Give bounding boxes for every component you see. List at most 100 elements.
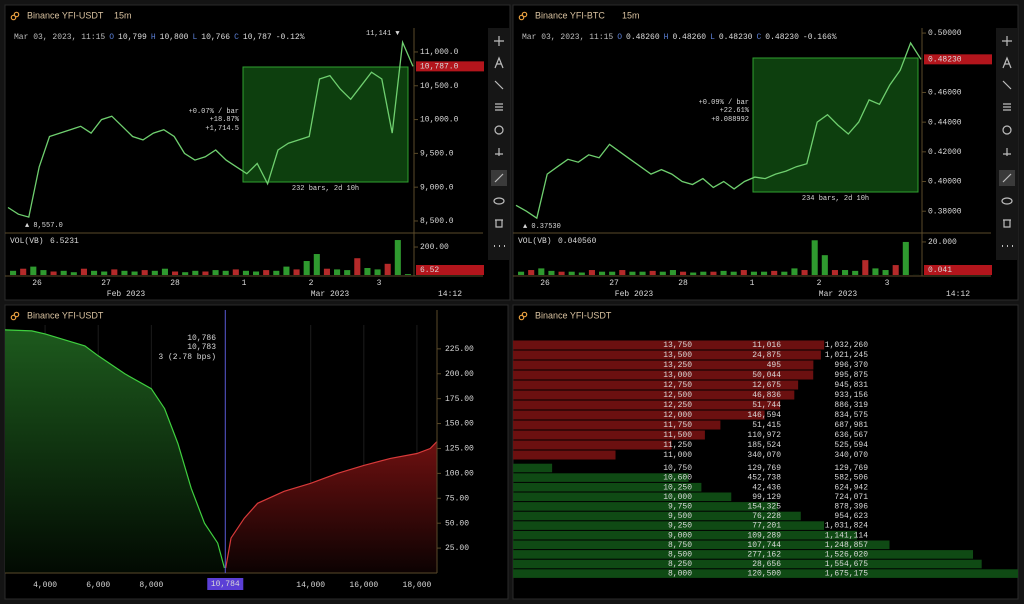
book-price: 8,750 (668, 541, 692, 550)
volume-bar (862, 260, 869, 275)
link-icon (518, 314, 525, 321)
volume-bar (649, 270, 656, 275)
book-size: 76,228 (752, 512, 781, 521)
volume-bar (680, 271, 687, 275)
pen-tool[interactable] (494, 173, 504, 183)
text-tool[interactable] (1002, 56, 1012, 69)
book-size: 24,875 (752, 351, 781, 360)
book-size: 129,769 (747, 464, 781, 473)
shape-tool[interactable] (494, 125, 504, 135)
book-price: 12,500 (663, 391, 692, 400)
volume-bar (283, 266, 290, 275)
visibility-tool[interactable] (1001, 197, 1013, 205)
last-volume-label: 6.52 (420, 266, 439, 275)
measure-change-pct: +22.61% (720, 107, 750, 115)
bids-depth-bar (513, 502, 778, 511)
last-volume-box (416, 265, 484, 275)
book-price: 12,250 (663, 401, 692, 410)
volume-bar (131, 271, 138, 275)
link-icon (10, 314, 17, 321)
price-tick-label: 10,000.0 (420, 116, 459, 125)
trend-tool[interactable] (1002, 80, 1012, 90)
book-total: 636,567 (834, 431, 868, 440)
delete-tool[interactable] (495, 219, 503, 228)
measure-tool[interactable] (1003, 148, 1011, 156)
volume-bar (842, 270, 849, 275)
time-label: 1 (242, 279, 247, 288)
book-price: 11,000 (663, 451, 692, 460)
shape-tool[interactable] (1002, 125, 1012, 135)
volume-label: VOL(VB) (518, 237, 552, 246)
volume-bar (588, 270, 595, 275)
volume-bar (222, 270, 229, 275)
price-tick-label: 0.44000 (928, 118, 962, 127)
measure-per-bar: +0.09% / bar (699, 99, 749, 107)
book-price: 8,250 (668, 560, 692, 569)
book-price: 13,750 (663, 341, 692, 350)
volume-bar (690, 272, 697, 275)
last-price-box (416, 61, 484, 72)
volume-bar (151, 270, 158, 275)
volume-bar (70, 272, 77, 275)
y-tick-label: 225.00 (445, 345, 474, 354)
book-total: 933,156 (834, 391, 868, 400)
book-total: 724,071 (834, 493, 868, 502)
fib-tool[interactable] (1003, 103, 1011, 111)
book-total: 945,831 (834, 381, 868, 390)
asks-depth-bar (513, 380, 799, 390)
book-price: 9,750 (668, 503, 692, 512)
volume-tick-label: 20.000 (928, 238, 957, 247)
last-price-label: 10,787.0 (420, 62, 459, 71)
y-tick-label: 175.00 (445, 395, 474, 404)
asks-depth-bar (513, 390, 795, 400)
book-price: 9,250 (668, 522, 692, 531)
time-label: 2 (817, 279, 822, 288)
delete-tool[interactable] (1003, 219, 1011, 228)
fib-tool[interactable] (495, 103, 503, 111)
book-total: 582,506 (834, 474, 868, 483)
measure-tool[interactable] (495, 148, 503, 156)
measure-bars: 234 bars, 2d 10h (802, 195, 869, 203)
asks-depth-bar (513, 340, 825, 350)
book-size: 185,524 (747, 441, 781, 450)
x-tick-label: 8,000 (139, 581, 163, 590)
book-total: 1,032,260 (825, 341, 868, 350)
time-label: 26 (32, 279, 42, 288)
ohlc-change: -0.166% (803, 33, 837, 42)
volume-value: 6.5231 (50, 237, 79, 246)
volume-bar (902, 241, 909, 275)
best-bid: 10,783 (187, 343, 216, 352)
book-price: 11,250 (663, 441, 692, 450)
ohlc-date: Mar 03, 2023, 11:15 (14, 33, 105, 42)
text-tool[interactable] (494, 56, 504, 69)
volume-bar (528, 270, 535, 275)
volume-bar (40, 270, 47, 275)
volume-tick-label: 200.00 (420, 243, 449, 252)
volume-bar (710, 271, 717, 275)
pen-tool[interactable] (1002, 173, 1012, 183)
book-price: 9,000 (668, 531, 692, 540)
asks-depth-bar (513, 360, 814, 370)
visibility-tool[interactable] (493, 197, 505, 205)
measure-box (752, 57, 919, 193)
bids-line (4, 329, 225, 569)
ohlc-c-label: C (234, 33, 239, 42)
book-size: 107,744 (747, 541, 781, 550)
bids-depth-bar (513, 521, 825, 530)
last-volume-label: 0.041 (928, 266, 952, 275)
add-button[interactable] (494, 36, 504, 46)
price-tick-label: 0.46000 (928, 89, 962, 98)
trend-tool[interactable] (494, 80, 504, 90)
volume-bar (619, 270, 626, 275)
low-marker: ▲ 8,557.0 (25, 222, 63, 230)
volume-value: 0.040560 (558, 237, 597, 246)
panel-title: Binance YFI-USDT (535, 310, 612, 320)
add-button[interactable] (1002, 36, 1012, 46)
volume-bar (242, 270, 249, 275)
ohlc-l: 10,766 (201, 33, 230, 42)
link-icon (518, 14, 525, 21)
volume-bar (761, 271, 768, 275)
time-label: Mar 2023 (819, 290, 858, 299)
asks-depth-bar (513, 400, 781, 410)
book-total: 1,526,020 (825, 551, 868, 560)
